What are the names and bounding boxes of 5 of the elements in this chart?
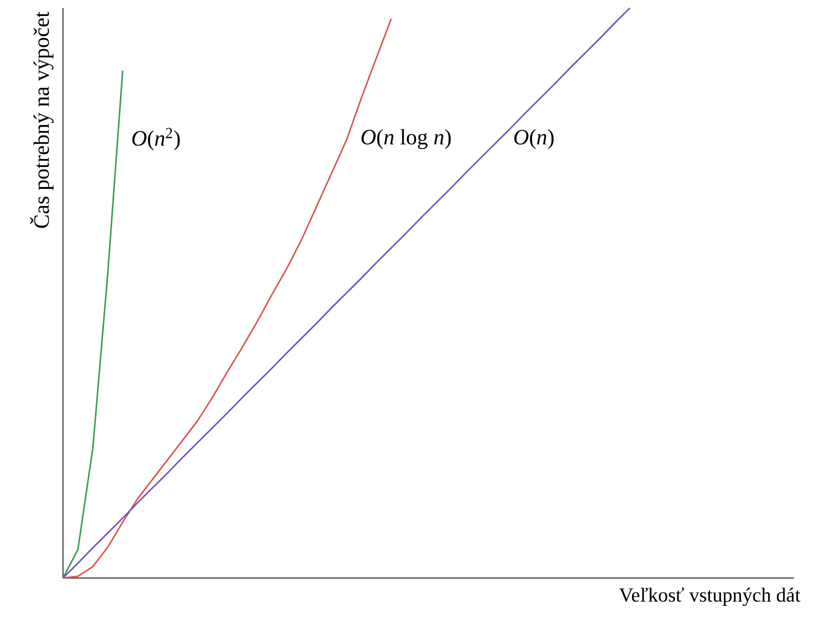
x-axis-title: Veľkosť vstupných dát bbox=[619, 588, 800, 606]
series-label: O(n log n) bbox=[361, 129, 451, 150]
series-label: O(n$^{2}$) bbox=[132, 128, 180, 150]
series-label: O(n) bbox=[514, 129, 554, 150]
y-axis-title: Čas potrebný na výpočet bbox=[30, 12, 54, 228]
